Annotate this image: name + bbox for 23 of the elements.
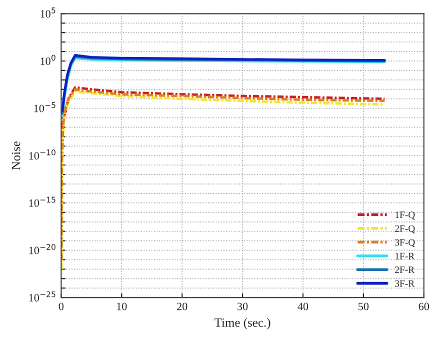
y-tick-label: 10$^{−10}$ bbox=[29, 149, 56, 160]
y-tick-label: 10$^{−25}$ bbox=[29, 291, 56, 302]
line-series bbox=[61, 86, 386, 128]
y-axis-title: Noise bbox=[12, 141, 20, 170]
x-tick-label: 20 bbox=[177, 302, 188, 310]
x-tick-label: 10 bbox=[117, 302, 127, 310]
y-tick-label: 10$^{0}$ bbox=[40, 54, 56, 65]
legend-label: 3F-R bbox=[395, 280, 415, 287]
legend-label: 2F-R bbox=[395, 266, 415, 273]
legend-label: 3F-Q bbox=[395, 239, 415, 248]
y-tick-label: 10$^{−5}$ bbox=[34, 102, 56, 112]
y-tick-label: 10$^{−15}$ bbox=[29, 196, 56, 207]
x-tick-label: 60 bbox=[418, 302, 430, 310]
legend-label: 1F-Q bbox=[395, 212, 415, 220]
legend-label: 2F-Q bbox=[395, 225, 415, 234]
x-tick-label: 0 bbox=[58, 302, 64, 310]
y-tick-label: 10$^{5}$ bbox=[40, 8, 56, 18]
x-tick-label: 50 bbox=[358, 302, 369, 310]
x-tick-label: 30 bbox=[238, 302, 248, 310]
legend-label: 1F-R bbox=[395, 252, 415, 260]
x-tick-label: 40 bbox=[298, 302, 308, 310]
y-tick-label: 10$^{−20}$ bbox=[29, 244, 56, 254]
x-axis-title: Time (sec.) bbox=[214, 318, 270, 330]
